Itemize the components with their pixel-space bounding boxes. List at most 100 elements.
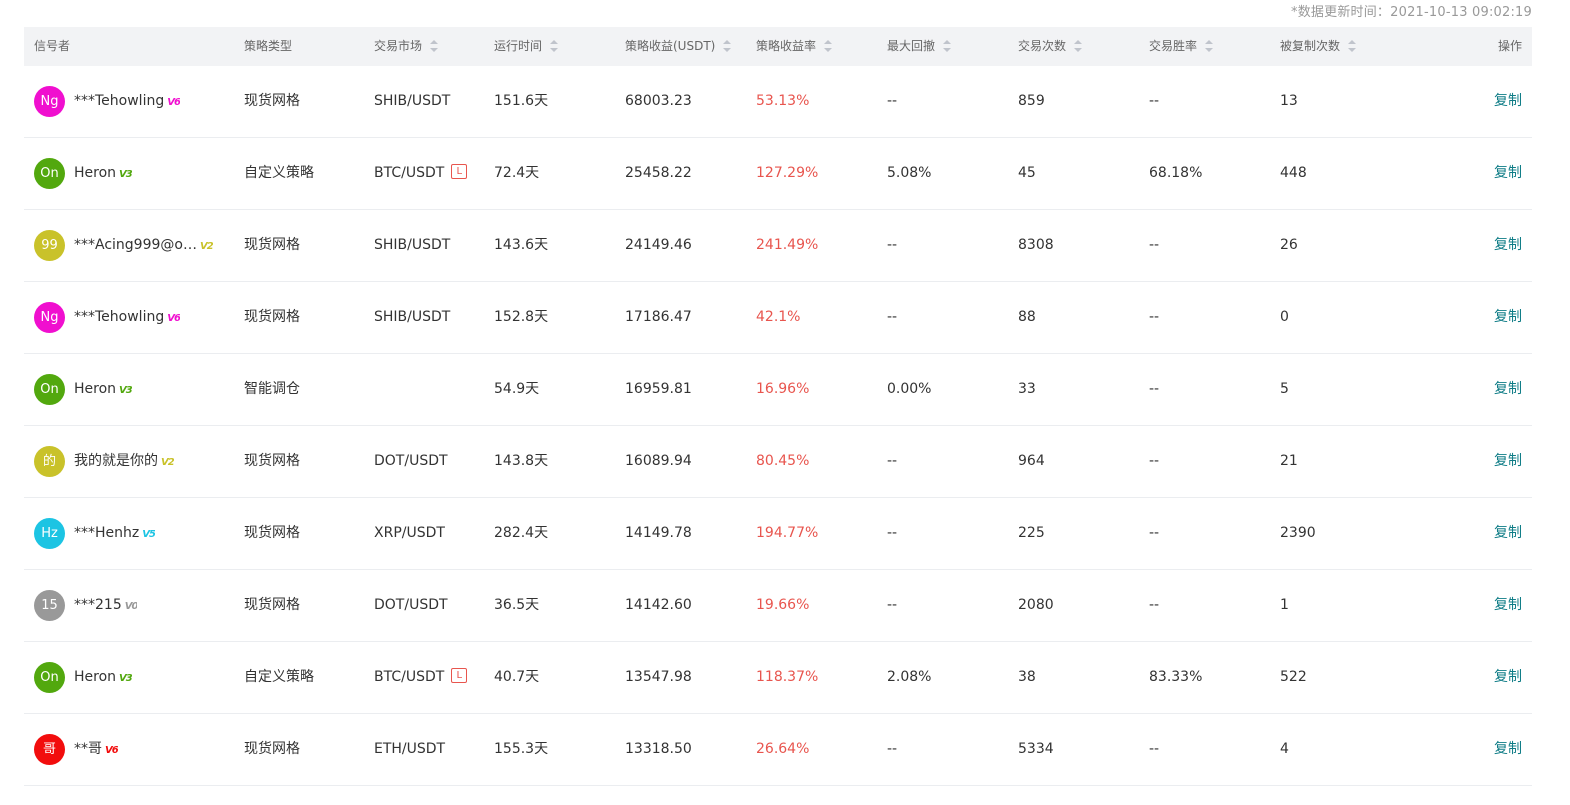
runtime: 72.4天 [494, 138, 539, 209]
strategy-type-text: 现货网格 [244, 237, 300, 253]
avatar: Hz [34, 518, 65, 549]
table-row: 的我的就是你的 V2 现货网格 DOT/USDT 143.8天 16089.94 80.45… [24, 426, 1532, 498]
copy-count: 448 [1280, 138, 1307, 209]
signal-provider-name[interactable]: 我的就是你的 V2 [74, 426, 174, 497]
signal-provider-name[interactable]: ***Acing999@o… V2 [74, 210, 213, 281]
trade-count-text: 964 [1018, 453, 1045, 469]
table-row: Ng ***Tehowling V6 现货网格 SHIB/USDT 152.8天 17186… [24, 282, 1532, 354]
column-header-signal-provider: 信号者 [34, 27, 70, 66]
trading-market-text: SHIB/USDT [374, 237, 451, 253]
trade-count-text: 45 [1018, 165, 1036, 181]
column-header-win-rate[interactable]: 交易胜率 [1149, 27, 1214, 66]
copy-count-text: 2390 [1280, 525, 1316, 541]
copy-button[interactable]: 复制 [1494, 138, 1522, 209]
strategy-type: 现货网格 [244, 282, 300, 353]
column-header-copy-count[interactable]: 被复制次数 [1280, 27, 1357, 66]
trade-count: 33 [1018, 354, 1036, 425]
strategy-type: 自定义策略 [244, 138, 314, 209]
copy-count-text: 448 [1280, 165, 1307, 181]
profit-rate: 194.77% [756, 498, 818, 569]
copy-button[interactable]: 复制 [1494, 354, 1522, 425]
signal-provider-name[interactable]: ***215 V0 [74, 570, 137, 641]
column-header-market[interactable]: 交易市场 [374, 27, 439, 66]
runtime: 143.8天 [494, 426, 548, 497]
sort-caret-icon[interactable] [1205, 39, 1214, 52]
sort-caret-icon[interactable] [824, 39, 833, 52]
strategy-profit: 17186.47 [625, 282, 692, 353]
copy-count: 2390 [1280, 498, 1316, 569]
column-header-profit[interactable]: 策略收益(USDT) [625, 27, 732, 66]
copy-button-text: 复制 [1494, 237, 1522, 253]
column-header-max-drawdown[interactable]: 最大回撤 [887, 27, 952, 66]
copy-button[interactable]: 复制 [1494, 714, 1522, 785]
copy-button[interactable]: 复制 [1494, 66, 1522, 137]
runtime-text: 72.4天 [494, 165, 540, 181]
strategy-type: 智能调仓 [244, 354, 300, 425]
profit-rate-text: 194.77% [756, 525, 819, 541]
copy-button[interactable]: 复制 [1494, 426, 1522, 497]
runtime: 151.6天 [494, 66, 548, 137]
trade-count-text: 33 [1018, 381, 1036, 397]
win-rate: -- [1149, 354, 1159, 425]
signal-provider-name[interactable]: ***Tehowling V6 [74, 282, 180, 353]
vip-level-badge-icon: V2 [161, 457, 174, 468]
copy-button-text: 复制 [1494, 381, 1522, 397]
trade-count-text: 5334 [1018, 741, 1054, 757]
signal-provider-name[interactable]: ***Henhz V5 [74, 498, 155, 569]
column-header-profit-rate[interactable]: 策略收益率 [756, 27, 833, 66]
runtime-text: 143.8天 [494, 453, 549, 469]
signal-provider-name[interactable]: **哥 V6 [74, 714, 118, 785]
sort-caret-icon[interactable] [723, 39, 732, 52]
column-header-runtime[interactable]: 运行时间 [494, 27, 559, 66]
sort-caret-icon[interactable] [550, 39, 559, 52]
max-drawdown: -- [887, 282, 897, 353]
table-row: On Heron V3 自定义策略 BTC/USDT L 72.4天 25458.22 127.… [24, 138, 1532, 210]
table-row: On Heron V3 自定义策略 BTC/USDT L 40.7天 13547.98 118.… [24, 642, 1532, 714]
column-header-trade-count[interactable]: 交易次数 [1018, 27, 1083, 66]
copy-button[interactable]: 复制 [1494, 498, 1522, 569]
max-drawdown: -- [887, 570, 897, 641]
win-rate: -- [1149, 210, 1159, 281]
runtime: 155.3天 [494, 714, 548, 785]
max-drawdown-text: -- [887, 741, 898, 757]
sort-caret-icon[interactable] [1074, 39, 1083, 52]
avatar: 99 [34, 230, 65, 261]
copy-button[interactable]: 复制 [1494, 570, 1522, 641]
profit-rate-text: 241.49% [756, 237, 819, 253]
column-header-label: 策略收益率 [756, 39, 817, 53]
max-drawdown-text: -- [887, 597, 898, 613]
copy-button-text: 复制 [1494, 741, 1522, 757]
profit-rate: 241.49% [756, 210, 818, 281]
win-rate: -- [1149, 66, 1159, 137]
max-drawdown: -- [887, 426, 897, 497]
win-rate-text: 83.33% [1149, 669, 1203, 685]
strategy-type-text: 现货网格 [244, 309, 300, 325]
column-header-label: 交易次数 [1018, 39, 1067, 53]
avatar: On [34, 374, 65, 405]
trading-market: XRP/USDT [374, 498, 445, 569]
sort-caret-icon[interactable] [430, 39, 439, 52]
win-rate-text: -- [1149, 381, 1160, 397]
copy-button[interactable]: 复制 [1494, 210, 1522, 281]
table-row: On Heron V3 智能调仓 54.9天 16959.81 16.96% 0.00% 33 -… [24, 354, 1532, 426]
trade-count-text: 859 [1018, 93, 1045, 109]
strategy-type: 现货网格 [244, 66, 300, 137]
sort-caret-icon[interactable] [1348, 39, 1357, 52]
leverage-badge-icon: L [451, 667, 468, 683]
sort-caret-icon[interactable] [943, 39, 952, 52]
trading-market: SHIB/USDT [374, 282, 450, 353]
copy-count-text: 13 [1280, 93, 1298, 109]
copy-button[interactable]: 复制 [1494, 642, 1522, 713]
signal-provider-name[interactable]: Heron V3 [74, 138, 132, 209]
runtime: 282.4天 [494, 498, 548, 569]
table-body: Ng ***Tehowling V6 现货网格 SHIB/USDT 151.6天 68003… [24, 66, 1532, 786]
strategy-profit: 13547.98 [625, 642, 692, 713]
copy-button[interactable]: 复制 [1494, 282, 1522, 353]
signal-provider-name[interactable]: Heron V3 [74, 642, 132, 713]
signal-provider-name[interactable]: ***Tehowling V6 [74, 66, 180, 137]
signal-provider-name[interactable]: Heron V3 [74, 354, 132, 425]
copy-button-text: 复制 [1494, 669, 1522, 685]
win-rate-text: -- [1149, 309, 1160, 325]
win-rate-text: -- [1149, 525, 1160, 541]
provider-name-text: ***215 [74, 597, 122, 613]
